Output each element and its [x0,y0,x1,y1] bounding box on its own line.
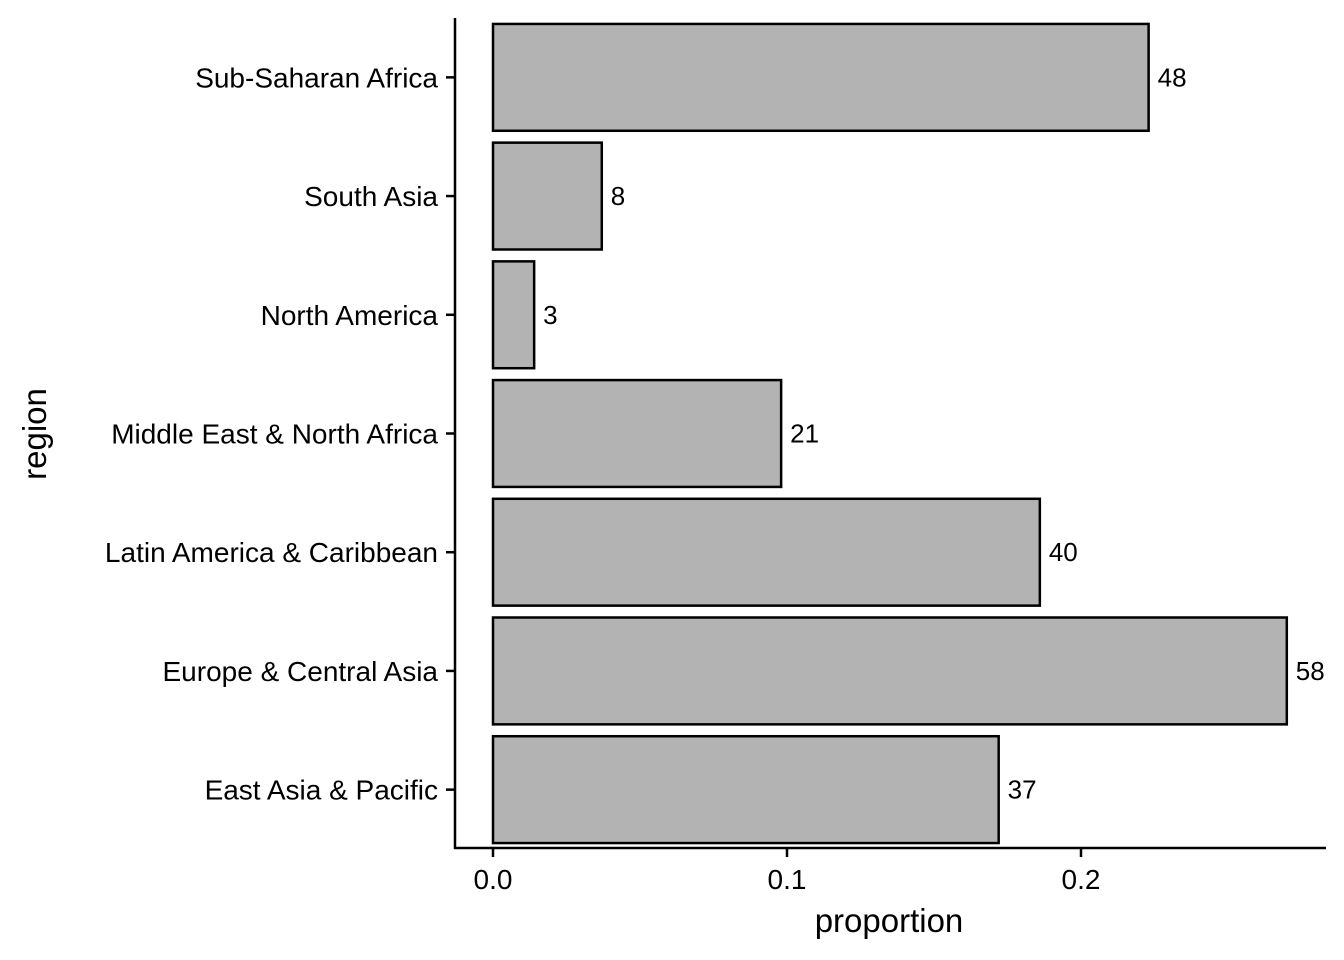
y-tick-label-south-asia: South Asia [304,181,438,212]
bar-sub-saharan-africa [491,22,1150,133]
y-tick-label-east-asia-pacific: East Asia & Pacific [205,775,438,806]
y-axis-title: region [16,388,53,480]
data-label-middle-east-north-africa: 21 [790,419,819,449]
data-label-east-asia-pacific: 37 [1008,775,1037,805]
y-tick-label-europe-central-asia: Europe & Central Asia [163,656,439,687]
data-label-europe-central-asia: 58 [1296,656,1325,686]
bar-europe-central-asia [491,616,1289,726]
bar-north-america [491,260,536,370]
y-tick-label-north-america: North America [261,300,439,331]
y-tick-label-latin-america-caribbean: Latin America & Caribbean [105,537,438,568]
data-label-south-asia: 8 [611,181,625,211]
bar-latin-america-caribbean [491,497,1042,607]
bar-middle-east-north-africa [491,378,783,489]
data-label-sub-saharan-africa: 48 [1158,62,1187,92]
x-ticks-layer: 0.0 0.1 0.2 [474,848,1101,895]
bars-layer [491,22,1289,845]
x-tick-label-2: 0.2 [1062,864,1101,895]
x-tick-label-0: 0.0 [474,864,513,895]
data-label-latin-america-caribbean: 40 [1049,537,1078,567]
y-tick-label-sub-saharan-africa: Sub-Saharan Africa [195,62,438,93]
y-ticks-layer: East Asia & Pacific Europe & Central Asia… [105,62,455,806]
x-tick-label-1: 0.1 [768,864,807,895]
data-labels-layer: 37 58 40 21 3 8 48 [543,62,1325,804]
bar-east-asia-pacific [491,734,1000,845]
y-tick-label-middle-east-north-africa: Middle East & North Africa [111,419,438,450]
data-label-north-america: 3 [543,300,557,330]
x-axis-title: proportion [815,902,964,939]
bar-south-asia [491,141,604,251]
